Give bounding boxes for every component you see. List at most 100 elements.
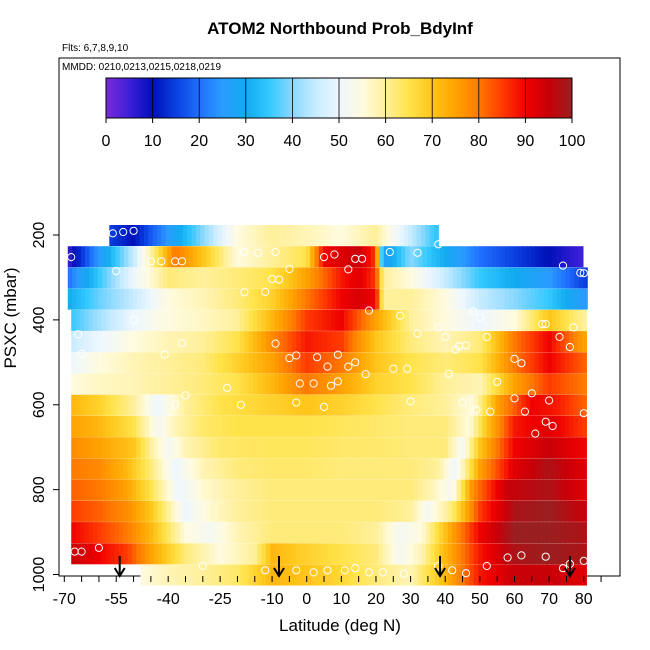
heatmap-cell: [551, 543, 557, 565]
heatmap-cell: [110, 415, 116, 437]
heatmap-cell: [343, 225, 348, 246]
heatmap-cell: [227, 543, 232, 565]
colorbar-segment: [508, 78, 511, 118]
heatmap-cell: [556, 309, 561, 331]
heatmap-cell: [205, 479, 211, 501]
sample-point: [292, 351, 301, 360]
heatmap-cell: [473, 479, 479, 501]
colorbar-segment: [554, 78, 557, 118]
heatmap-cell: [166, 394, 172, 416]
heatmap-cell: [101, 458, 107, 480]
down-arrow: [113, 556, 126, 578]
colorbar-segment: [562, 78, 565, 118]
heatmap-cell: [297, 288, 303, 310]
heatmap-cell: [461, 246, 467, 268]
heatmap-cell: [253, 394, 258, 416]
heatmap-cell: [434, 564, 440, 586]
heatmap-cell: [343, 394, 349, 416]
heatmap-cell: [304, 394, 310, 416]
colorbar-segment: [400, 78, 403, 118]
colorbar-segment: [546, 78, 549, 118]
sample-point: [531, 429, 540, 438]
heatmap-cell: [127, 373, 133, 395]
heatmap-cell: [182, 225, 188, 246]
heatmap-row: [67, 267, 588, 289]
heatmap-cell: [170, 479, 176, 501]
heatmap-cell: [378, 373, 384, 395]
heatmap-cell: [474, 288, 480, 310]
heatmap-cell: [166, 500, 172, 522]
heatmap-cell: [131, 415, 137, 437]
heatmap-cell: [466, 267, 471, 289]
heatmap-cell: [495, 373, 501, 395]
heatmap-cell: [573, 500, 579, 522]
heatmap-cell: [457, 246, 463, 268]
heatmap-cell: [175, 331, 181, 353]
heatmap-cell: [84, 394, 90, 416]
heatmap-cell: [192, 543, 198, 565]
sample-point: [323, 566, 332, 575]
heatmap-cell: [214, 394, 219, 416]
heatmap-cell: [365, 309, 371, 331]
heatmap-cell: [296, 309, 302, 331]
colorbar-segment: [388, 78, 391, 118]
heatmap-cell: [84, 479, 90, 501]
colorbar-segment: [350, 78, 353, 118]
heatmap-cell: [206, 246, 212, 268]
heatmap-cell: [240, 394, 245, 416]
heatmap-cell: [167, 267, 173, 289]
heatmap-cell: [261, 394, 267, 416]
heatmap-cell: [512, 522, 518, 544]
colorbar-segment: [358, 78, 361, 118]
heatmap-row: [67, 246, 584, 268]
heatmap-cell: [110, 458, 116, 480]
heatmap-cell: [218, 352, 224, 374]
heatmap-cell: [270, 479, 276, 501]
heatmap-cell: [508, 415, 514, 437]
sample-point: [541, 552, 550, 561]
heatmap-cell: [548, 246, 554, 268]
heatmap-cell: [335, 479, 341, 501]
heatmap-cell: [457, 267, 463, 289]
heatmap-cell: [296, 522, 302, 544]
heatmap-cell: [222, 479, 228, 501]
heatmap-cell: [196, 437, 202, 459]
heatmap-cell: [140, 437, 146, 459]
heatmap-cell: [560, 564, 566, 586]
colorbar-segment: [412, 78, 415, 118]
heatmap-cell: [452, 394, 458, 416]
colorbar-segment: [342, 78, 345, 118]
heatmap-cell: [118, 394, 124, 416]
heatmap-cell: [188, 394, 194, 416]
heatmap-cell: [521, 415, 527, 437]
heatmap-cell: [582, 415, 587, 437]
heatmap-cell: [400, 479, 406, 501]
heatmap-cell: [274, 394, 280, 416]
latitude-arrows: [113, 556, 576, 578]
heatmap-cell: [352, 309, 358, 331]
colorbar-segment: [408, 78, 411, 118]
heatmap-cell: [339, 394, 345, 416]
heatmap-cell: [418, 246, 424, 268]
heatmap-cell: [538, 564, 544, 586]
colorbar-segment: [414, 78, 417, 118]
heatmap-cell: [279, 288, 285, 310]
heatmap-cell: [421, 458, 427, 480]
heatmap-cell: [273, 225, 279, 246]
heatmap-cell: [92, 415, 98, 437]
heatmap-cell: [443, 373, 449, 395]
x-tick-label: 50: [471, 591, 489, 608]
heatmap-cell: [439, 543, 445, 565]
colorbar-segment: [324, 78, 327, 118]
heatmap-cell: [495, 564, 501, 586]
heatmap-cell: [465, 500, 471, 522]
colorbar-segment: [106, 78, 109, 118]
heatmap-cell: [156, 225, 162, 246]
heatmap-cell: [170, 352, 176, 374]
heatmap-cell: [152, 225, 158, 246]
heatmap-cell: [395, 373, 401, 395]
heatmap-cell: [304, 564, 310, 586]
heatmap-cell: [491, 394, 497, 416]
heatmap-cell: [525, 309, 531, 331]
heatmap-cell: [279, 394, 284, 416]
